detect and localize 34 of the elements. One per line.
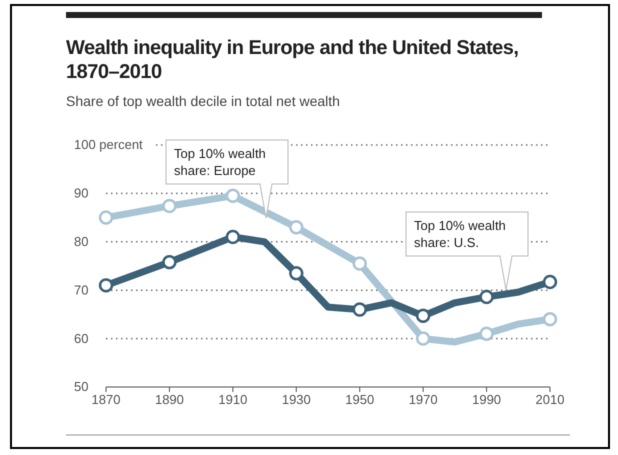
annotation: Top 10% wealth share: U.S.: [414, 218, 506, 250]
x-tick-label: 1890: [154, 392, 184, 408]
point: [226, 188, 240, 203]
point: [98, 278, 114, 293]
y-tick-label: 80: [74, 234, 88, 249]
point: [289, 266, 304, 280]
point: [479, 290, 494, 304]
point: [98, 210, 114, 225]
y-tick-label: 100 percent: [74, 137, 144, 152]
point: [289, 220, 304, 234]
point: [162, 254, 177, 270]
point: [416, 331, 430, 346]
chart-title: Wealth inequality in Europe and the United States, 1870–2010: [66, 37, 518, 83]
point: [162, 198, 177, 214]
x-tick-label: 1950: [345, 392, 374, 408]
point: [352, 302, 367, 317]
chart-subtitle: Share of top wealth decile in total net wealth: [66, 93, 340, 109]
point: [542, 274, 558, 290]
x-tick-label: 1990: [472, 392, 502, 408]
y-tick-label: 60: [74, 330, 88, 346]
y-tick-label: 70: [74, 282, 88, 298]
x-tick-label: 1910: [218, 392, 248, 408]
x-tick-label: 2010: [536, 392, 564, 408]
annotation: Top 10% wealth share: Europe: [174, 146, 266, 178]
x-tick-label: 1930: [282, 392, 311, 408]
y-tick-label: 50: [74, 379, 88, 394]
x-tick-label: 1870: [92, 392, 120, 408]
point: [416, 308, 430, 324]
point: [479, 326, 494, 341]
point: [352, 256, 367, 271]
point: [542, 312, 558, 326]
x-tick-label: 1970: [408, 392, 438, 408]
y-tick-label: 90: [74, 186, 88, 201]
point: [226, 230, 240, 244]
